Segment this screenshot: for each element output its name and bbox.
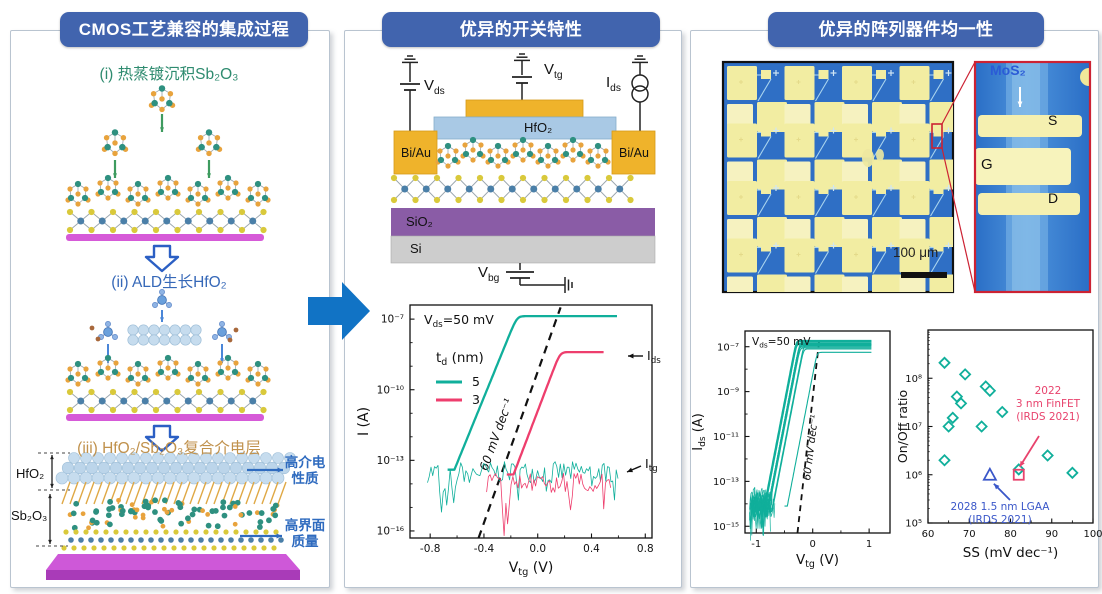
svg-text:5: 5 xyxy=(472,374,480,389)
middle-panel-title: 优异的开关特性 xyxy=(382,12,660,47)
svg-text:td (nm): td (nm) xyxy=(436,350,484,368)
svg-text:10⁸: 10⁸ xyxy=(905,374,922,385)
svg-text:(IRDS 2021): (IRDS 2021) xyxy=(968,514,1031,526)
array-transfer-chart: -1 0 1 10⁻¹⁵ 10⁻¹³ 10⁻¹¹ 10⁻⁹ 10⁻⁷ Vtg (V) Ids (A… xyxy=(691,330,891,570)
svg-text:2022: 2022 xyxy=(1035,385,1062,397)
svg-text:1: 1 xyxy=(866,539,872,550)
svg-text:-0.4: -0.4 xyxy=(474,543,495,555)
svg-text:3: 3 xyxy=(472,392,480,407)
svg-text:Ids: Ids xyxy=(647,348,661,366)
dielectric-quality-callout: 高介电 性质 xyxy=(284,455,326,487)
svg-text:Vtg (V): Vtg (V) xyxy=(509,560,554,578)
svg-text:2028 1.5 nm LGAA: 2028 1.5 nm LGAA xyxy=(951,501,1051,513)
hfo2-dielectric-label: HfO₂ xyxy=(524,120,553,135)
svg-text:0.0: 0.0 xyxy=(529,543,546,555)
sb2o3-layer-label: Sb₂O₃ xyxy=(11,508,48,523)
svg-text:10⁵: 10⁵ xyxy=(905,519,922,530)
source-label: S xyxy=(1048,112,1058,128)
vtg-label: Vtg xyxy=(544,61,563,81)
svg-text:Vtg (V): Vtg (V) xyxy=(796,552,839,570)
sio2-label: SiO₂ xyxy=(406,214,433,229)
scale-bar-label: 100 μm xyxy=(893,245,939,260)
svg-text:10⁶: 10⁶ xyxy=(905,470,922,481)
svg-text:10⁻¹³: 10⁻¹³ xyxy=(713,477,739,488)
svg-text:60: 60 xyxy=(922,529,935,540)
vbg-label: Vbg xyxy=(478,264,500,284)
svg-text:-0.8: -0.8 xyxy=(420,543,441,555)
right-panel-title: 优异的阵列器件均一性 xyxy=(768,12,1044,47)
svg-text:0.8: 0.8 xyxy=(637,543,654,555)
svg-text:100: 100 xyxy=(1083,529,1102,540)
svg-text:10⁻¹³: 10⁻¹³ xyxy=(377,455,404,467)
svg-text:70: 70 xyxy=(963,529,976,540)
biau-left-label: Bi/Au xyxy=(401,146,431,160)
drain-label: D xyxy=(1048,190,1059,206)
biau-right-label: Bi/Au xyxy=(619,146,649,160)
svg-text:-1: -1 xyxy=(751,539,761,550)
transfer-chart-td: -0.8 -0.4 0.0 0.4 0.8 10⁻¹⁶ 10⁻¹³ 10⁻¹⁰ 10⁻⁷ Vtg … xyxy=(356,304,661,578)
gate-label: G xyxy=(981,156,993,173)
svg-text:0.4: 0.4 xyxy=(583,543,600,555)
device-schematic xyxy=(390,53,656,293)
svg-text:10⁻¹¹: 10⁻¹¹ xyxy=(713,432,739,443)
hfo2-layer-label: HfO₂ xyxy=(16,466,45,481)
svg-text:On/Off ratio: On/Off ratio xyxy=(898,390,910,463)
step-1-label: (i) 热蒸镀沉积Sb₂O₃ xyxy=(99,66,239,83)
left-panel-title: CMOS工艺兼容的集成过程 xyxy=(60,12,308,47)
svg-text:10⁻⁹: 10⁻⁹ xyxy=(717,387,739,398)
svg-text:0: 0 xyxy=(810,539,816,550)
array-micrograph xyxy=(721,60,1092,294)
mos2-label: MoS₂ xyxy=(990,62,1026,78)
svg-text:Itg: Itg xyxy=(645,456,658,474)
integration-process-art xyxy=(36,85,300,580)
vds-label: Vds xyxy=(424,77,445,97)
svg-text:60 mV dec⁻¹: 60 mV dec⁻¹ xyxy=(477,397,516,473)
svg-text:10⁷: 10⁷ xyxy=(905,422,922,433)
ids-label: Ids xyxy=(606,74,621,94)
svg-text:Vds=50 mV: Vds=50 mV xyxy=(752,336,811,349)
svg-text:Vds=50 mV: Vds=50 mV xyxy=(424,312,494,330)
onoff-ss-chart: 60 70 80 90 100 10⁵ 10⁶ 10⁷ 10⁸ SS (mV dec⁻¹) On/O… xyxy=(898,329,1102,561)
svg-text:90: 90 xyxy=(1045,529,1058,540)
svg-text:10⁻⁷: 10⁻⁷ xyxy=(381,314,404,326)
svg-text:Ids (A): Ids (A) xyxy=(691,413,708,451)
svg-text:10⁻¹⁰: 10⁻¹⁰ xyxy=(377,384,404,396)
svg-text:(IRDS 2021): (IRDS 2021) xyxy=(1016,411,1079,423)
svg-text:3 nm FinFET: 3 nm FinFET xyxy=(1016,398,1081,410)
svg-text:I (A): I (A) xyxy=(356,407,372,436)
step-2-label: (ii) ALD生长HfO₂ xyxy=(111,274,227,291)
svg-text:10⁻¹⁶: 10⁻¹⁶ xyxy=(377,526,404,538)
step-3-label: (iii) HfO₂/Sb₂O₃复合介电层 xyxy=(77,440,261,457)
svg-text:10⁻¹⁵: 10⁻¹⁵ xyxy=(713,522,739,533)
svg-text:SS (mV dec⁻¹): SS (mV dec⁻¹) xyxy=(963,545,1058,561)
svg-text:60 mV dec⁻¹: 60 mV dec⁻¹ xyxy=(801,414,821,481)
si-label: Si xyxy=(410,241,422,256)
interface-quality-callout: 高界面 质量 xyxy=(284,518,326,550)
svg-text:10⁻⁷: 10⁻⁷ xyxy=(717,342,739,353)
flow-arrow-icon xyxy=(308,282,370,340)
svg-text:80: 80 xyxy=(1004,529,1017,540)
